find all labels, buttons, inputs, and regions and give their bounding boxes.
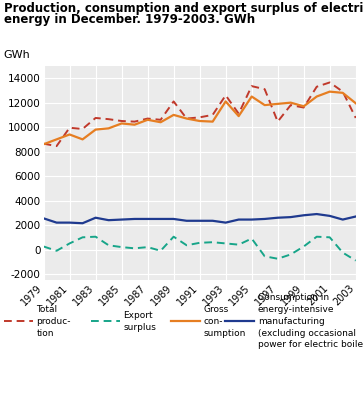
Text: GWh: GWh xyxy=(4,50,30,60)
Text: energy in December. 1979-2003. GWh: energy in December. 1979-2003. GWh xyxy=(4,13,255,26)
Text: Gross
con-
sumption: Gross con- sumption xyxy=(203,305,246,338)
Text: Total
produc-
tion: Total produc- tion xyxy=(36,305,71,338)
Text: Production, consumption and export surplus of electric: Production, consumption and export surpl… xyxy=(4,2,363,15)
Text: Export
surplus: Export surplus xyxy=(123,311,156,332)
Text: Consumption in
energy-intensive
manufacturing
(excluding occasional
power for el: Consumption in energy-intensive manufact… xyxy=(258,293,363,349)
